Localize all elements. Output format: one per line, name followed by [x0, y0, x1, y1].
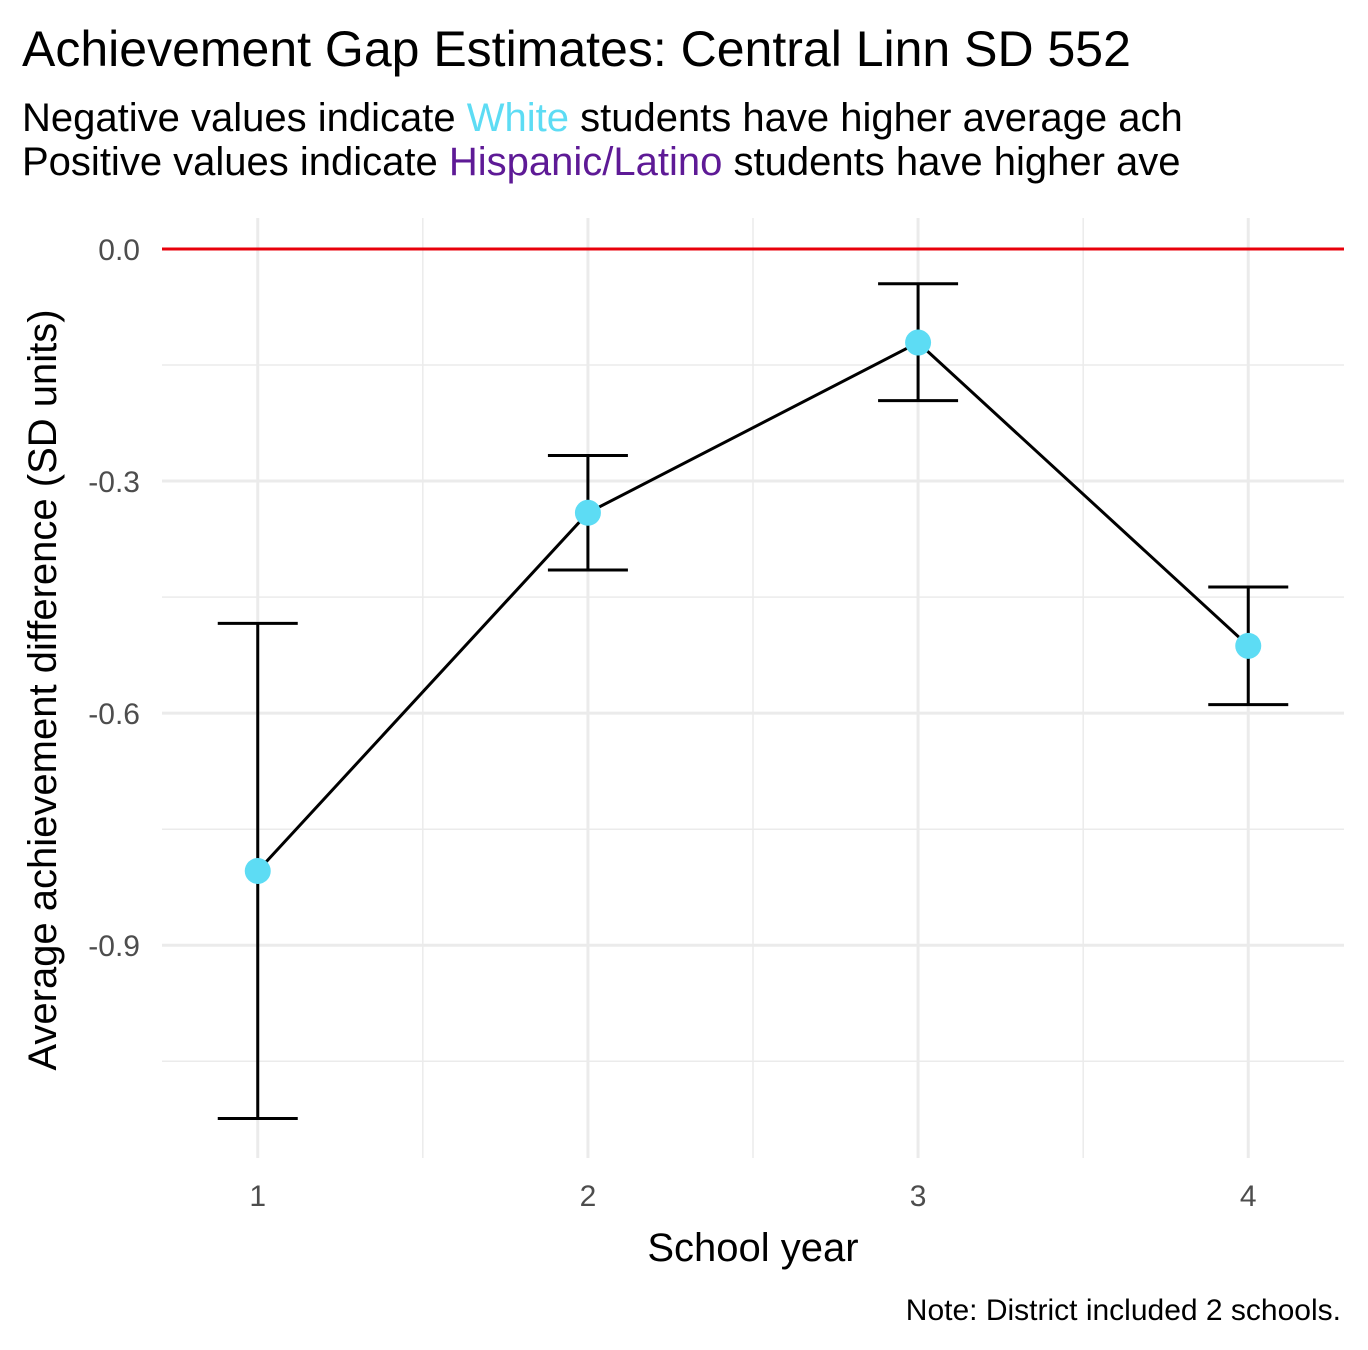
y-tick-labels: 0.0 -0.3 -0.6 -0.9: [88, 234, 140, 963]
y-tick-label: 0.0: [98, 234, 140, 267]
data-point: [244, 857, 271, 884]
x-tick-label: 1: [249, 1180, 266, 1213]
subtitle-line-2: Positive values indicate Hispanic/Latino…: [22, 140, 1181, 184]
subtitle-2-highlight: Hispanic/Latino: [448, 140, 723, 184]
subtitle-line-1: Negative values indicate White students …: [22, 96, 1183, 140]
y-axis-title: Average achievement difference (SD units…: [21, 309, 65, 1070]
x-tick-labels: 1 2 3 4: [249, 1180, 1256, 1213]
y-tick-label: -0.9: [88, 930, 140, 963]
data-point: [1235, 632, 1262, 659]
grid-minor: [162, 218, 1344, 1158]
data-point: [574, 499, 601, 526]
y-tick-label: -0.3: [88, 466, 140, 499]
y-tick-label: -0.6: [88, 698, 140, 731]
subtitle-1-after: students have higher average ach: [568, 96, 1183, 140]
series-line: [256, 340, 1250, 873]
x-tick-label: 3: [910, 1180, 927, 1213]
caption-note: Note: District included 2 schools.: [906, 1294, 1341, 1327]
subtitle-1-before: Negative values indicate: [22, 96, 467, 140]
chart-title: Achievement Gap Estimates: Central Linn …: [22, 21, 1131, 77]
subtitle-2-before: Positive values indicate: [22, 140, 449, 184]
subtitle-1-highlight: White: [466, 96, 569, 140]
data-points: [244, 329, 1262, 884]
x-axis-title: School year: [647, 1226, 858, 1270]
x-tick-label: 2: [580, 1180, 597, 1213]
series-line-group: [256, 340, 1250, 873]
data-point: [905, 329, 932, 356]
subtitle-2-after: students have higher ave: [722, 140, 1181, 184]
x-tick-label: 4: [1240, 1180, 1257, 1213]
